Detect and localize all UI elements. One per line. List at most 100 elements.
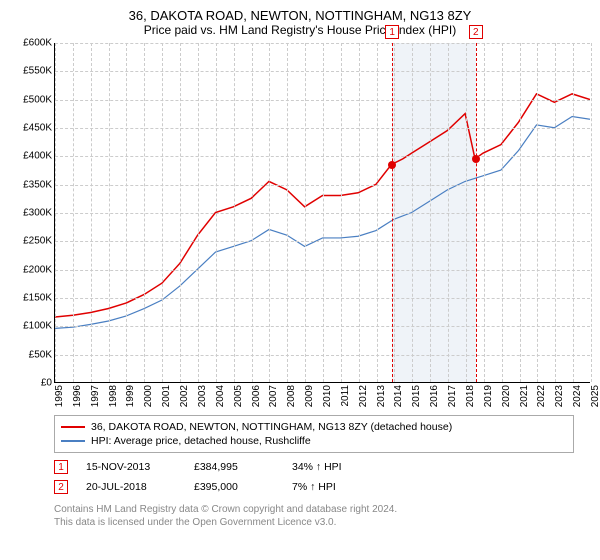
grid-line-v [502,43,503,382]
y-tick-label: £300K [23,208,52,219]
y-tick-label: £100K [23,321,52,332]
grid-line-v [269,43,270,382]
grid-line-v [555,43,556,382]
legend-row: 36, DAKOTA ROAD, NEWTON, NOTTINGHAM, NG1… [61,420,567,434]
grid-line-v [591,43,592,382]
y-tick-label: £200K [23,264,52,275]
legend-label: 36, DAKOTA ROAD, NEWTON, NOTTINGHAM, NG1… [91,421,452,433]
grid-line-v [430,43,431,382]
grid-line-v [162,43,163,382]
x-tick-label: 2006 [251,385,262,407]
grid-line-v [537,43,538,382]
legend-row: HPI: Average price, detached house, Rush… [61,434,567,448]
sale-diff: 7% ↑ HPI [292,481,382,493]
x-tick-label: 2012 [358,385,369,407]
x-tick-label: 2017 [447,385,458,407]
grid-line-v [180,43,181,382]
y-tick-label: £600K [23,38,52,49]
sale-row-marker: 2 [54,480,68,494]
y-tick-label: £350K [23,179,52,190]
x-tick-label: 2005 [233,385,244,407]
grid-line-v [394,43,395,382]
x-tick-label: 2007 [268,385,279,407]
grid-line-v [484,43,485,382]
x-tick-label: 2019 [483,385,494,407]
x-tick-label: 1998 [108,385,119,407]
y-tick-label: £150K [23,293,52,304]
grid-line-v [252,43,253,382]
legend-label: HPI: Average price, detached house, Rush… [91,435,311,447]
sale-row: 1 15-NOV-2013 £384,995 34% ↑ HPI [54,457,590,477]
grid-line-v [377,43,378,382]
x-axis: 1995199619971998199920002001200220032004… [54,383,590,413]
grid-line-v [359,43,360,382]
x-tick-label: 2010 [322,385,333,407]
x-tick-label: 1996 [72,385,83,407]
sale-vline [392,43,393,382]
page-subtitle: Price paid vs. HM Land Registry's House … [10,23,590,37]
sale-list: 1 15-NOV-2013 £384,995 34% ↑ HPI 2 20-JUL-201… [54,457,590,497]
grid-line-v [341,43,342,382]
grid-line-v [198,43,199,382]
x-tick-label: 2023 [554,385,565,407]
x-tick-label: 2022 [536,385,547,407]
y-tick-label: £50K [29,349,52,360]
sale-date: 15-NOV-2013 [86,461,176,473]
sale-vline [476,43,477,382]
y-axis: £0£50K£100K£150K£200K£250K£300K£350K£400… [10,43,54,383]
x-tick-label: 2014 [393,385,404,407]
plot-area: 12 [54,43,590,383]
x-tick-label: 2001 [161,385,172,407]
grid-line-v [144,43,145,382]
sale-price: £395,000 [194,481,274,493]
x-tick-label: 2018 [465,385,476,407]
sale-top-marker: 1 [385,25,399,39]
y-tick-label: £400K [23,151,52,162]
y-tick-label: £0 [41,378,52,389]
grid-line-v [448,43,449,382]
footer-line-2: This data is licensed under the Open Gov… [54,516,590,529]
sale-row-marker: 1 [54,460,68,474]
x-tick-label: 1999 [125,385,136,407]
x-tick-label: 2015 [411,385,422,407]
legend-swatch [61,440,85,442]
x-tick-label: 2004 [215,385,226,407]
x-tick-label: 2003 [197,385,208,407]
grid-line-v [216,43,217,382]
legend-swatch [61,426,85,428]
grid-line-v [126,43,127,382]
page-title: 36, DAKOTA ROAD, NEWTON, NOTTINGHAM, NG1… [10,8,590,23]
x-tick-label: 2011 [340,385,351,407]
x-tick-label: 2008 [286,385,297,407]
grid-line-v [573,43,574,382]
grid-line-v [305,43,306,382]
x-tick-label: 2025 [590,385,600,407]
grid-line-v [466,43,467,382]
x-tick-label: 2020 [501,385,512,407]
grid-line-v [520,43,521,382]
x-tick-label: 2009 [304,385,315,407]
grid-line-v [234,43,235,382]
sale-row: 2 20-JUL-2018 £395,000 7% ↑ HPI [54,477,590,497]
y-tick-label: £550K [23,66,52,77]
grid-line-v [73,43,74,382]
x-tick-label: 1997 [90,385,101,407]
x-tick-label: 2013 [376,385,387,407]
sale-price: £384,995 [194,461,274,473]
x-tick-label: 1995 [54,385,65,407]
grid-line-v [323,43,324,382]
x-tick-label: 2016 [429,385,440,407]
grid-line-v [412,43,413,382]
price-chart: £0 £50K £100K £150K £200K £250K £300K £350K £400… [10,43,590,413]
grid-line-v [55,43,56,382]
sale-date: 20-JUL-2018 [86,481,176,493]
legend: 36, DAKOTA ROAD, NEWTON, NOTTINGHAM, NG1… [54,415,574,453]
sale-dot [472,155,480,163]
y-tick-label: £250K [23,236,52,247]
x-tick-label: 2002 [179,385,190,407]
grid-line-v [287,43,288,382]
x-tick-label: 2024 [572,385,583,407]
sale-diff: 34% ↑ HPI [292,461,382,473]
sale-dot [388,161,396,169]
footer-attribution: Contains HM Land Registry data © Crown c… [54,503,590,529]
